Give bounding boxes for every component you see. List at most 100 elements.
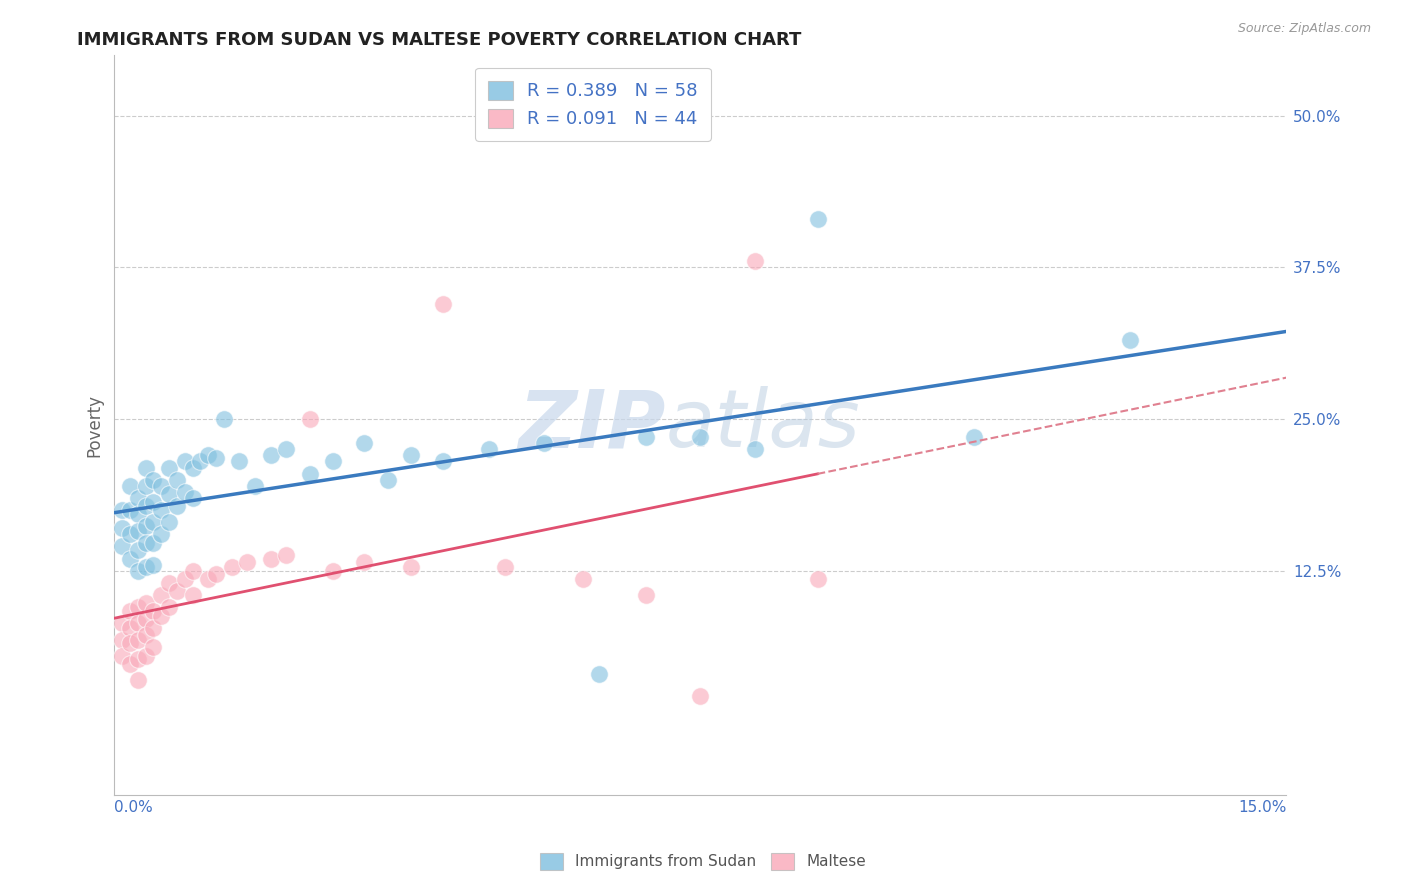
Point (127, 652, 149, 666)
Point (150, 479, 173, 493)
Text: IMMIGRANTS FROM SUDAN VS MALTESE POVERTY CORRELATION CHART: IMMIGRANTS FROM SUDAN VS MALTESE POVERTY… (77, 31, 801, 49)
Point (135, 628, 157, 642)
Point (353, 555, 375, 569)
Point (157, 487, 180, 501)
Point (135, 535, 157, 549)
Point (533, 436, 555, 450)
Point (111, 615, 134, 630)
Point (588, 666, 610, 681)
Point (127, 615, 149, 630)
Point (173, 484, 195, 499)
Legend: R = 0.389   N = 58, R = 0.091   N = 44: R = 0.389 N = 58, R = 0.091 N = 44 (475, 68, 710, 141)
Point (298, 467, 321, 481)
Point (150, 588, 173, 602)
Point (181, 564, 204, 578)
Point (142, 604, 165, 618)
Text: Source: ZipAtlas.com: Source: ZipAtlas.com (1237, 22, 1371, 36)
Point (127, 600, 149, 615)
Point (806, 211, 828, 226)
Point (127, 507, 149, 521)
Point (166, 584, 188, 599)
Point (135, 518, 157, 533)
Point (689, 689, 711, 703)
Point (111, 521, 134, 535)
Point (142, 473, 165, 487)
Point (276, 442, 298, 457)
Point (181, 588, 204, 602)
Y-axis label: Poverty: Poverty (86, 393, 103, 457)
Point (228, 454, 250, 468)
Point (135, 460, 157, 475)
Point (689, 430, 711, 444)
Point (142, 535, 165, 549)
Point (1119, 333, 1142, 347)
Point (260, 551, 283, 566)
Point (401, 560, 423, 574)
Point (135, 500, 157, 514)
Point (166, 473, 188, 487)
Text: 0.0%: 0.0% (114, 800, 153, 815)
Point (205, 450, 228, 465)
Point (260, 449, 283, 463)
Point (150, 527, 173, 541)
Point (243, 479, 266, 493)
Text: atlas: atlas (665, 386, 860, 464)
Point (142, 515, 165, 529)
Point (353, 436, 375, 450)
Point (322, 454, 344, 468)
Point (963, 430, 986, 444)
Point (173, 572, 195, 586)
Point (127, 491, 149, 505)
Point (401, 449, 423, 463)
Point (744, 254, 766, 268)
Point (157, 575, 180, 590)
Point (744, 442, 766, 457)
Point (197, 572, 219, 586)
Text: ZIP: ZIP (517, 386, 665, 464)
Point (634, 588, 657, 602)
Point (634, 430, 657, 444)
Point (276, 548, 298, 562)
Point (118, 657, 141, 671)
Point (197, 449, 219, 463)
Point (142, 558, 165, 572)
Point (127, 673, 149, 687)
Point (111, 648, 134, 663)
Point (150, 608, 173, 623)
Point (166, 500, 188, 514)
Point (127, 524, 149, 538)
Point (181, 491, 204, 505)
Point (118, 479, 141, 493)
Point (377, 473, 399, 487)
Point (111, 632, 134, 647)
Point (118, 604, 141, 618)
Text: 15.0%: 15.0% (1237, 800, 1286, 815)
Point (142, 640, 165, 654)
Point (118, 636, 141, 650)
Point (322, 564, 344, 578)
Point (135, 596, 157, 610)
Point (188, 454, 211, 468)
Point (173, 454, 195, 468)
Point (478, 442, 501, 457)
Point (806, 572, 828, 586)
Point (432, 454, 454, 468)
Point (205, 567, 228, 582)
Point (157, 600, 180, 615)
Point (111, 503, 134, 517)
Point (181, 460, 204, 475)
Point (572, 572, 595, 586)
Point (150, 503, 173, 517)
Point (135, 612, 157, 626)
Point (432, 297, 454, 311)
Point (118, 527, 141, 541)
Point (111, 540, 134, 554)
Point (118, 503, 141, 517)
Point (135, 479, 157, 493)
Point (157, 460, 180, 475)
Point (127, 632, 149, 647)
Point (127, 564, 149, 578)
Legend: Immigrants from Sudan, Maltese: Immigrants from Sudan, Maltese (531, 846, 875, 877)
Point (212, 412, 235, 426)
Point (135, 648, 157, 663)
